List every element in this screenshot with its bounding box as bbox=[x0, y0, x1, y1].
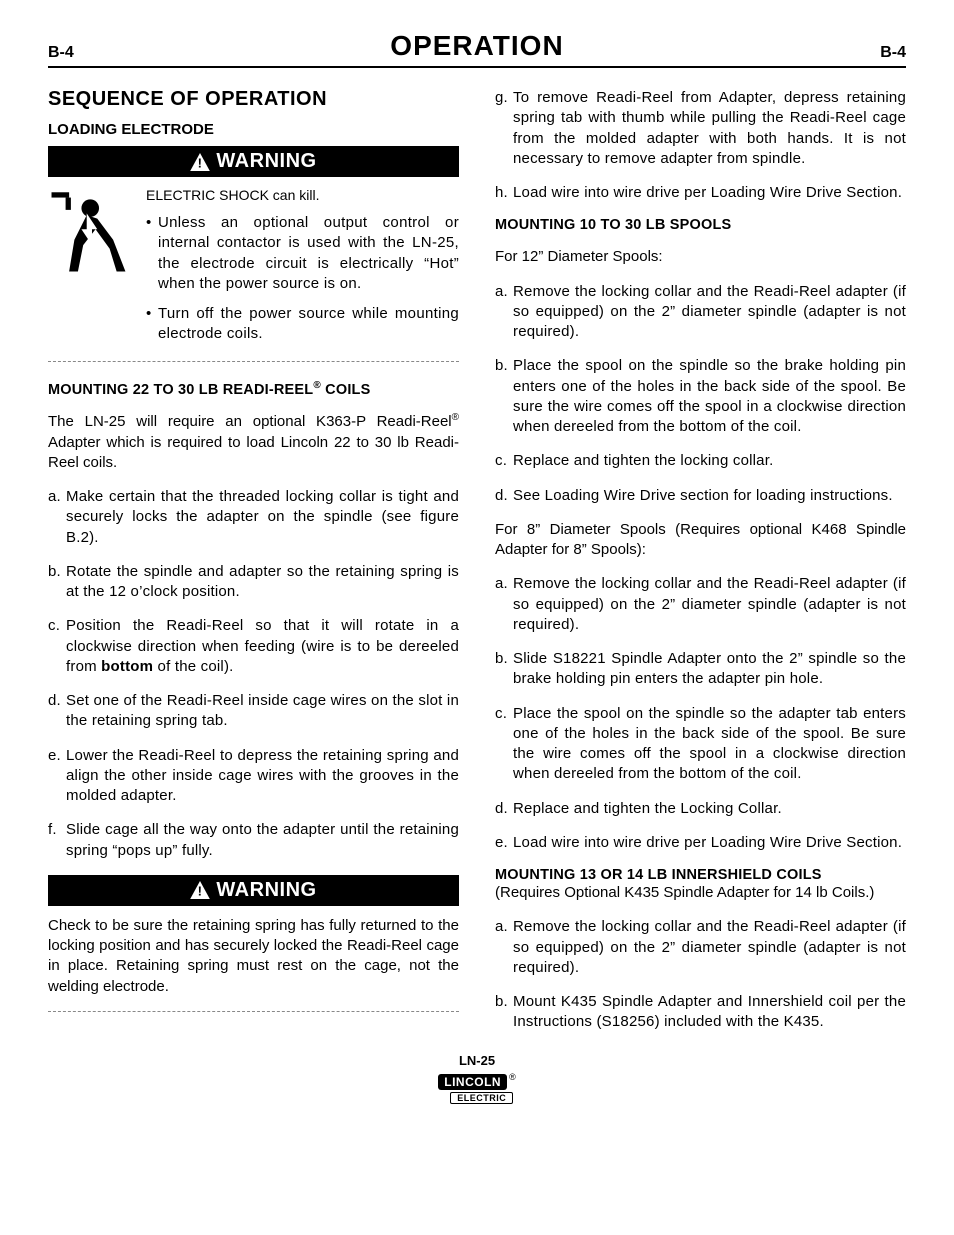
list-item: c. Position the Readi-Reel so that it wi… bbox=[48, 616, 459, 677]
list-marker: g. bbox=[495, 88, 508, 108]
list-marker: f. bbox=[48, 820, 57, 840]
list-marker: a. bbox=[495, 282, 508, 302]
list-item: e. Lower the Readi-Reel to depress the r… bbox=[48, 746, 459, 807]
list-item: b. Rotate the spindle and adapter so the… bbox=[48, 562, 459, 603]
logo-brand-bottom: ELECTRIC bbox=[450, 1092, 513, 1104]
list-marker: e. bbox=[495, 833, 508, 853]
warning-bar-2: ! WARNING bbox=[48, 875, 459, 906]
list-marker: a. bbox=[48, 487, 61, 507]
page-number-right: B-4 bbox=[880, 44, 906, 62]
mount-innershield-sub: (Requires Optional K435 Spindle Adapter … bbox=[495, 883, 906, 903]
list-marker: a. bbox=[495, 917, 508, 937]
svg-text:!: ! bbox=[198, 884, 203, 899]
list-item: a. Remove the locking collar and the Rea… bbox=[495, 917, 906, 978]
list-marker: b. bbox=[495, 992, 508, 1012]
shock-bullets: Unless an optional output control or int… bbox=[146, 213, 459, 345]
section-heading: SEQUENCE OF OPERATION bbox=[48, 88, 459, 111]
lincoln-logo: LINCOLN® ELECTRIC bbox=[438, 1072, 515, 1104]
list-item: c. Replace and tighten the locking colla… bbox=[495, 451, 906, 471]
for-12-label: For 12” Diameter Spools: bbox=[495, 247, 906, 267]
list-marker: c. bbox=[48, 616, 60, 636]
mount-readi-reel-heading: MOUNTING 22 TO 30 LB READI-REEL® COILS bbox=[48, 380, 459, 398]
subsection-heading: LOADING ELECTRODE bbox=[48, 121, 459, 138]
list-item: f. Slide cage all the way onto the adapt… bbox=[48, 820, 459, 861]
steps-readi-reel: a. Make certain that the threaded lockin… bbox=[48, 487, 459, 861]
list-item: a. Make certain that the threaded lockin… bbox=[48, 487, 459, 548]
shock-warning-block: ELECTRIC SHOCK can kill. Unless an optio… bbox=[48, 187, 459, 355]
bullet-item: Unless an optional output control or int… bbox=[146, 213, 459, 294]
list-marker: d. bbox=[495, 486, 508, 506]
for-8-label: For 8” Diameter Spools (Requires optiona… bbox=[495, 520, 906, 561]
footer-model: LN-25 bbox=[48, 1053, 906, 1068]
list-item: d. Replace and tighten the Locking Colla… bbox=[495, 799, 906, 819]
divider bbox=[48, 361, 459, 362]
list-marker: c. bbox=[495, 451, 507, 471]
mount-spools-heading: MOUNTING 10 TO 30 LB SPOOLS bbox=[495, 217, 906, 233]
mount-innershield-heading: MOUNTING 13 OR 14 LB INNERSHIELD COILS bbox=[495, 867, 906, 883]
steps-12in: a. Remove the locking collar and the Rea… bbox=[495, 282, 906, 506]
left-column: SEQUENCE OF OPERATION LOADING ELECTRODE … bbox=[48, 88, 459, 1030]
page-number-left: B-4 bbox=[48, 44, 74, 62]
header-title: OPERATION bbox=[74, 30, 880, 62]
divider bbox=[48, 1011, 459, 1012]
list-item: d. See Loading Wire Drive section for lo… bbox=[495, 486, 906, 506]
list-item: g. To remove Readi-Reel from Adapter, de… bbox=[495, 88, 906, 169]
list-item: b. Slide S18221 Spindle Adapter onto the… bbox=[495, 649, 906, 690]
warning-label: WARNING bbox=[216, 150, 316, 173]
list-marker: b. bbox=[495, 649, 508, 669]
steps-8in: a. Remove the locking collar and the Rea… bbox=[495, 574, 906, 853]
list-marker: e. bbox=[48, 746, 61, 766]
list-marker: h. bbox=[495, 183, 508, 203]
list-item: d. Set one of the Readi-Reel inside cage… bbox=[48, 691, 459, 732]
electric-shock-icon bbox=[48, 187, 136, 279]
mount-a-intro: The LN-25 will require an optional K363-… bbox=[48, 411, 459, 473]
list-marker: b. bbox=[48, 562, 61, 582]
warning-bar-1: ! WARNING bbox=[48, 146, 459, 177]
shock-statement: ELECTRIC SHOCK can kill. bbox=[146, 187, 459, 203]
logo-brand-top: LINCOLN bbox=[438, 1074, 507, 1090]
list-item: h. Load wire into wire drive per Loading… bbox=[495, 183, 906, 203]
list-marker: d. bbox=[495, 799, 508, 819]
right-column: g. To remove Readi-Reel from Adapter, de… bbox=[495, 88, 906, 1047]
list-marker: a. bbox=[495, 574, 508, 594]
steps-gh: g. To remove Readi-Reel from Adapter, de… bbox=[495, 88, 906, 203]
warning-triangle-icon: ! bbox=[190, 881, 210, 899]
list-item: b. Mount K435 Spindle Adapter and Inners… bbox=[495, 992, 906, 1033]
list-item: e. Load wire into wire drive per Loading… bbox=[495, 833, 906, 853]
list-marker: d. bbox=[48, 691, 61, 711]
warning-triangle-icon: ! bbox=[190, 153, 210, 171]
warning-label: WARNING bbox=[216, 879, 316, 902]
page-footer: LN-25 LINCOLN® ELECTRIC bbox=[48, 1053, 906, 1104]
list-item: c. Place the spool on the spindle so the… bbox=[495, 704, 906, 785]
steps-innershield: a. Remove the locking collar and the Rea… bbox=[495, 917, 906, 1032]
list-item: b. Place the spool on the spindle so the… bbox=[495, 356, 906, 437]
list-marker: c. bbox=[495, 704, 507, 724]
bullet-item: Turn off the power source while mounting… bbox=[146, 304, 459, 345]
warning-2-text: Check to be sure the retaining spring ha… bbox=[48, 916, 459, 997]
list-item: a. Remove the locking collar and the Rea… bbox=[495, 282, 906, 343]
page-header: B-4 OPERATION B-4 bbox=[48, 30, 906, 68]
svg-text:!: ! bbox=[198, 155, 203, 170]
list-marker: b. bbox=[495, 356, 508, 376]
list-item: a. Remove the locking collar and the Rea… bbox=[495, 574, 906, 635]
